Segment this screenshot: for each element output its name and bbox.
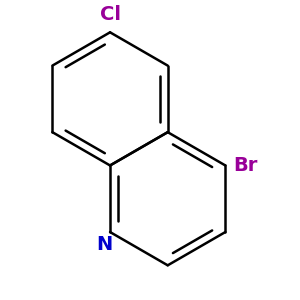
Text: Cl: Cl bbox=[100, 5, 121, 24]
Text: N: N bbox=[97, 236, 113, 254]
Text: Br: Br bbox=[233, 156, 258, 175]
